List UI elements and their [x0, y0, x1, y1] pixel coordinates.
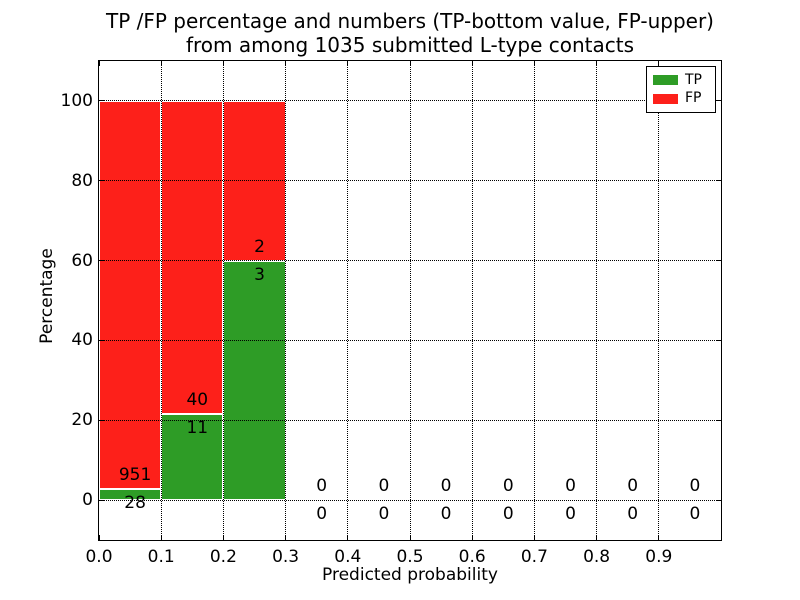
annotation-tp-count: 0: [440, 504, 452, 525]
bar-fp-1: [161, 100, 224, 414]
x-tick-mark-top: [98, 61, 100, 66]
x-tick-label: 0.2: [209, 547, 237, 567]
bar-tp-1: [161, 413, 224, 501]
annotation-tp-count: 28: [124, 492, 146, 513]
y-tick-label: 100: [60, 90, 93, 111]
y-tick-mark-right: [716, 339, 721, 341]
annotation-fp-count: 40: [186, 389, 209, 410]
annotation-tp-count: 0: [316, 504, 328, 525]
y-tick-mark-left: [99, 260, 104, 262]
annotation-fp-count: 2: [254, 236, 265, 257]
annotation-tp-count: 3: [254, 264, 265, 285]
x-tick-label: 0.5: [396, 547, 424, 567]
legend-entry-tp: TP: [653, 71, 709, 88]
y-axis-label: Percentage: [37, 248, 57, 344]
y-tick-mark-left: [99, 499, 104, 501]
annotation-fp-count: 0: [627, 476, 639, 497]
y-tick-mark-left: [99, 339, 104, 341]
legend-swatch-fp: [653, 93, 678, 104]
gridline-vertical: [285, 61, 287, 540]
y-tick-mark-right: [716, 180, 721, 182]
annotation-tp-count: 0: [689, 504, 701, 525]
x-tick-mark-top: [533, 61, 535, 66]
x-tick-label: 0.3: [272, 547, 300, 567]
gridline-vertical: [596, 61, 598, 540]
bar-tp-2: [223, 260, 286, 501]
x-tick-mark-bottom: [533, 535, 535, 540]
annotation-fp-count: 0: [502, 476, 514, 497]
x-tick-mark-top: [596, 61, 598, 66]
y-tick-label: 40: [71, 330, 93, 351]
y-tick-mark-right: [716, 499, 721, 501]
y-tick-mark-right: [716, 419, 721, 421]
y-tick-label: 0: [82, 490, 93, 511]
x-tick-mark-bottom: [98, 535, 100, 540]
legend-label-tp: TP: [685, 71, 702, 88]
x-tick-mark-top: [471, 61, 473, 66]
annotation-tp-count: 0: [565, 504, 576, 525]
y-tick-mark-left: [99, 419, 104, 421]
x-tick-label: 0.7: [520, 547, 548, 567]
x-tick-mark-bottom: [222, 535, 224, 540]
x-tick-mark-top: [285, 61, 287, 66]
y-tick-mark-right: [716, 100, 721, 102]
annotation-fp-count: 0: [689, 476, 701, 497]
annotation-fp-count: 951: [118, 464, 152, 485]
y-tick-mark-left: [99, 100, 104, 102]
y-tick-mark-left: [99, 180, 104, 182]
x-tick-label: 0.8: [583, 547, 611, 567]
gridline-vertical: [347, 61, 349, 540]
gridline-vertical: [471, 61, 473, 540]
annotation-fp-count: 0: [378, 476, 390, 497]
annotation-tp-count: 11: [186, 417, 209, 438]
x-axis-label: Predicted probability: [322, 565, 498, 585]
x-tick-mark-bottom: [285, 535, 287, 540]
x-tick-mark-bottom: [471, 535, 473, 540]
x-tick-label: 0.0: [85, 547, 113, 567]
x-tick-mark-top: [347, 61, 349, 66]
chart-title: TP /FP percentage and numbers (TP-bottom…: [60, 9, 760, 57]
chart-title-line2: from among 1035 submitted L-type contact…: [185, 33, 635, 57]
x-tick-mark-top: [160, 61, 162, 66]
annotation-fp-count: 0: [316, 476, 328, 497]
x-tick-mark-bottom: [596, 535, 598, 540]
legend-label-fp: FP: [685, 90, 702, 107]
x-tick-mark-bottom: [658, 535, 660, 540]
bar-fp-0: [99, 100, 162, 489]
legend-entry-fp: FP: [653, 91, 709, 106]
x-tick-label: 0.6: [458, 547, 486, 567]
x-tick-mark-bottom: [347, 535, 349, 540]
x-tick-mark-bottom: [409, 535, 411, 540]
x-tick-label: 0.1: [147, 547, 175, 567]
y-tick-mark-right: [716, 260, 721, 262]
gridline-vertical: [160, 61, 162, 540]
gridline-vertical: [409, 61, 411, 540]
bar-tp-0: [99, 488, 162, 501]
y-tick-label: 20: [71, 410, 93, 431]
annotation-fp-count: 0: [440, 476, 452, 497]
annotation-tp-count: 0: [502, 504, 514, 525]
annotation-tp-count: 0: [378, 504, 390, 525]
x-tick-mark-top: [658, 61, 660, 66]
legend: TP FP: [646, 66, 716, 113]
annotation-fp-count: 0: [565, 476, 576, 497]
annotation-tp-count: 0: [627, 504, 639, 525]
x-tick-mark-top: [409, 61, 411, 66]
gridline-vertical: [658, 61, 660, 540]
y-tick-label: 80: [71, 170, 93, 191]
x-tick-mark-bottom: [160, 535, 162, 540]
x-tick-label: 0.4: [334, 547, 362, 567]
y-tick-label: 60: [71, 250, 93, 271]
gridline-vertical: [222, 61, 224, 540]
x-tick-label: 0.9: [645, 547, 673, 567]
x-tick-mark-top: [222, 61, 224, 66]
gridline-vertical: [533, 61, 535, 540]
legend-swatch-tp: [653, 75, 678, 86]
chart-title-line1: TP /FP percentage and numbers (TP-bottom…: [106, 9, 714, 33]
